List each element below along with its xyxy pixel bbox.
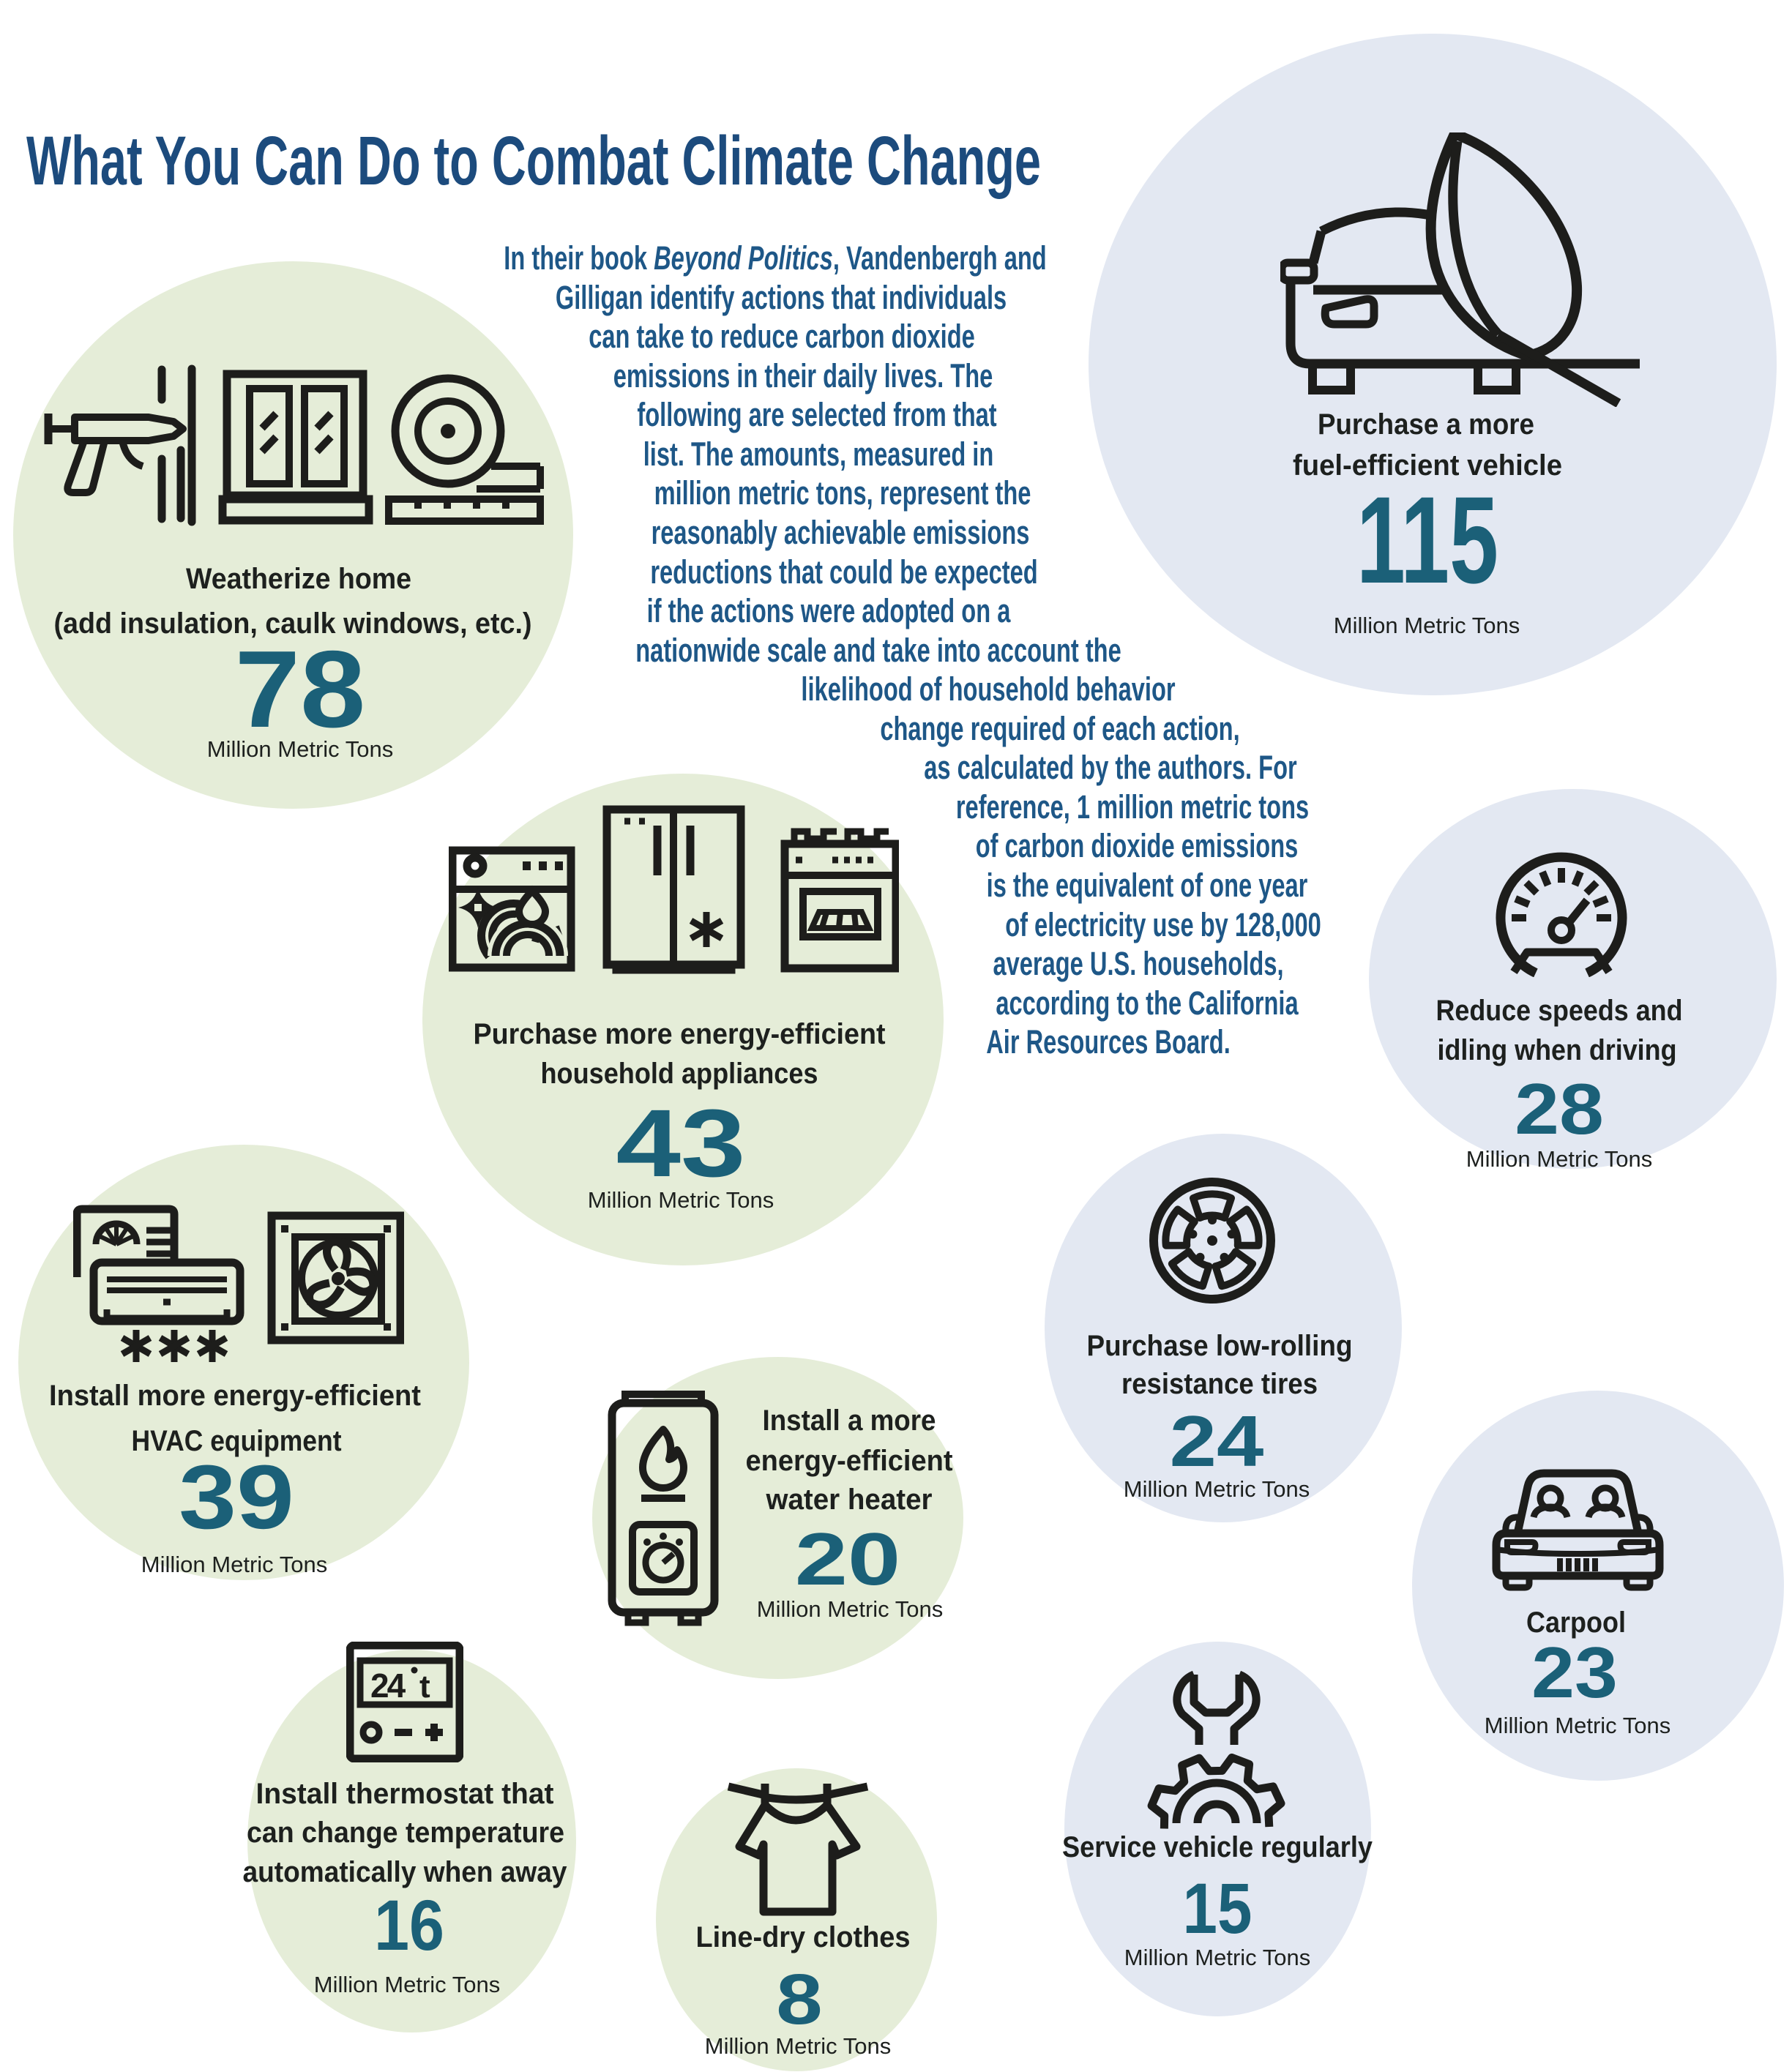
svg-text:t: t <box>419 1669 430 1705</box>
svg-text:24: 24 <box>370 1667 406 1705</box>
